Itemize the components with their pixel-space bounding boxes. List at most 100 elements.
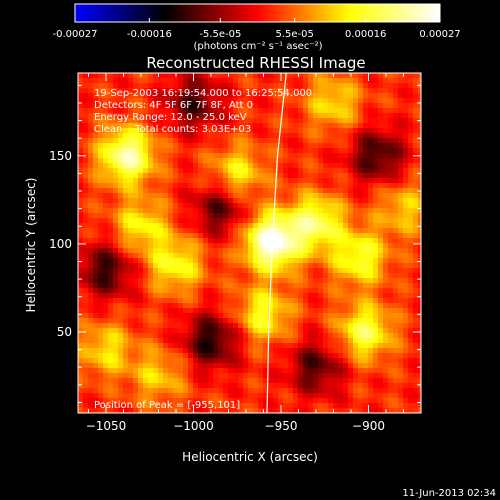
heatmap-cell bbox=[383, 163, 389, 169]
heatmap-cell bbox=[113, 118, 119, 124]
heatmap-cell bbox=[88, 388, 94, 394]
heatmap-cell bbox=[133, 168, 139, 174]
heatmap-cell bbox=[313, 288, 319, 294]
heatmap-cell bbox=[258, 98, 264, 104]
heatmap-cell bbox=[133, 158, 139, 164]
heatmap-cell bbox=[183, 343, 189, 349]
heatmap-cell bbox=[198, 73, 204, 79]
heatmap-cell bbox=[123, 383, 129, 389]
heatmap-cell bbox=[238, 318, 244, 324]
x-axis-label: Heliocentric X (arcsec) bbox=[182, 450, 318, 464]
heatmap-cell bbox=[298, 148, 304, 154]
heatmap-cell bbox=[218, 108, 224, 114]
heatmap-cell bbox=[388, 188, 394, 194]
heatmap-cell bbox=[383, 373, 389, 379]
heatmap-cell bbox=[98, 193, 104, 199]
heatmap-cell bbox=[213, 193, 219, 199]
heatmap-cell bbox=[258, 223, 264, 229]
heatmap-cell bbox=[158, 138, 164, 144]
heatmap-cell bbox=[233, 248, 239, 254]
heatmap-cell bbox=[383, 118, 389, 124]
heatmap-cell bbox=[288, 373, 294, 379]
heatmap-cell bbox=[323, 148, 329, 154]
heatmap-cell bbox=[418, 253, 421, 259]
heatmap-cell bbox=[238, 323, 244, 329]
heatmap-cell bbox=[198, 313, 204, 319]
heatmap-cell bbox=[203, 103, 209, 109]
heatmap-cell bbox=[383, 358, 389, 364]
heatmap-cell bbox=[358, 183, 364, 189]
heatmap-cell bbox=[353, 273, 359, 279]
heatmap-cell bbox=[273, 133, 279, 139]
heatmap-cell bbox=[288, 123, 294, 129]
heatmap-cell bbox=[298, 133, 304, 139]
heatmap-cell bbox=[93, 193, 99, 199]
heatmap-cell bbox=[203, 358, 209, 364]
heatmap-cell bbox=[308, 368, 314, 374]
heatmap-cell bbox=[258, 113, 264, 119]
heatmap-cell bbox=[188, 178, 194, 184]
heatmap-cell bbox=[413, 383, 419, 389]
heatmap-cell bbox=[123, 248, 129, 254]
heatmap-cell bbox=[218, 353, 224, 359]
heatmap-cell bbox=[328, 163, 334, 169]
heatmap-cell bbox=[353, 198, 359, 204]
heatmap-cell bbox=[138, 123, 144, 129]
heatmap-cell bbox=[83, 228, 89, 234]
heatmap-cell bbox=[108, 293, 114, 299]
heatmap-cell bbox=[288, 233, 294, 239]
heatmap-cell bbox=[88, 248, 94, 254]
heatmap-cell bbox=[78, 203, 84, 209]
heatmap-cell bbox=[93, 258, 99, 264]
heatmap-cell bbox=[128, 168, 134, 174]
heatmap-cell bbox=[378, 78, 384, 84]
heatmap-cell bbox=[233, 218, 239, 224]
heatmap-cell bbox=[318, 83, 324, 89]
heatmap-cell bbox=[93, 93, 99, 99]
heatmap-cell bbox=[138, 188, 144, 194]
heatmap-cell bbox=[323, 373, 329, 379]
heatmap-cell bbox=[168, 313, 174, 319]
heatmap-cell bbox=[403, 173, 409, 179]
heatmap-cell bbox=[318, 123, 324, 129]
heatmap-cell bbox=[338, 103, 344, 109]
heatmap-cell bbox=[188, 323, 194, 329]
heatmap-cell bbox=[143, 133, 149, 139]
heatmap-cell bbox=[93, 328, 99, 334]
heatmap-cell bbox=[248, 218, 254, 224]
heatmap-cell bbox=[198, 88, 204, 94]
heatmap-cell bbox=[133, 368, 139, 374]
heatmap-cell bbox=[338, 318, 344, 324]
heatmap-cell bbox=[383, 88, 389, 94]
heatmap-cell bbox=[128, 108, 134, 114]
heatmap-cell bbox=[268, 318, 274, 324]
heatmap-cell bbox=[263, 378, 269, 384]
heatmap-cell bbox=[178, 153, 184, 159]
heatmap-cell bbox=[168, 78, 174, 84]
heatmap-cell bbox=[213, 243, 219, 249]
heatmap-cell bbox=[338, 293, 344, 299]
heatmap-cell bbox=[143, 113, 149, 119]
heatmap-cell bbox=[273, 358, 279, 364]
heatmap-cell bbox=[83, 278, 89, 284]
heatmap-cell bbox=[168, 318, 174, 324]
heatmap-cell bbox=[378, 238, 384, 244]
heatmap-cell bbox=[138, 178, 144, 184]
heatmap-cell bbox=[228, 348, 234, 354]
heatmap-cell bbox=[133, 233, 139, 239]
heatmap-cell bbox=[193, 78, 199, 84]
heatmap-cell bbox=[263, 318, 269, 324]
heatmap-cell bbox=[113, 303, 119, 309]
heatmap-cell bbox=[158, 323, 164, 329]
heatmap-cell bbox=[178, 148, 184, 154]
heatmap-cell bbox=[208, 328, 214, 334]
heatmap-cell bbox=[128, 233, 134, 239]
heatmap-cell bbox=[308, 268, 314, 274]
heatmap-cell bbox=[183, 388, 189, 394]
heatmap-cell bbox=[143, 343, 149, 349]
heatmap-cell bbox=[83, 173, 89, 179]
heatmap-cell bbox=[138, 353, 144, 359]
heatmap-cell bbox=[143, 153, 149, 159]
heatmap-cell bbox=[138, 168, 144, 174]
